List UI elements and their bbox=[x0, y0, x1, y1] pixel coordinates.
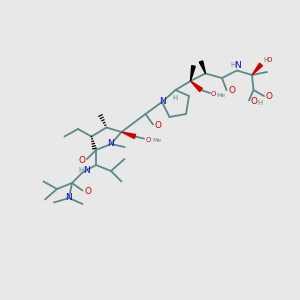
Text: N: N bbox=[235, 61, 241, 70]
Text: O: O bbox=[251, 97, 258, 106]
Polygon shape bbox=[190, 81, 202, 92]
Text: Me: Me bbox=[152, 139, 161, 143]
Text: N: N bbox=[108, 140, 114, 148]
Text: O: O bbox=[267, 57, 272, 63]
Polygon shape bbox=[252, 63, 262, 75]
Text: O: O bbox=[228, 86, 236, 95]
Text: Me: Me bbox=[217, 93, 226, 98]
Text: O: O bbox=[211, 91, 216, 97]
Text: H: H bbox=[172, 95, 178, 101]
Text: O: O bbox=[78, 156, 85, 165]
Polygon shape bbox=[199, 61, 206, 74]
Text: O: O bbox=[84, 187, 92, 196]
Text: H: H bbox=[78, 167, 84, 173]
Text: O: O bbox=[266, 92, 273, 101]
Text: N: N bbox=[83, 166, 89, 175]
Text: O: O bbox=[155, 121, 162, 130]
Text: N: N bbox=[159, 98, 165, 106]
Text: H: H bbox=[258, 100, 263, 106]
Polygon shape bbox=[190, 66, 195, 81]
Text: H: H bbox=[263, 57, 268, 63]
Text: O: O bbox=[146, 136, 151, 142]
Text: H: H bbox=[231, 62, 236, 68]
Polygon shape bbox=[122, 132, 136, 139]
Text: N: N bbox=[66, 194, 72, 202]
